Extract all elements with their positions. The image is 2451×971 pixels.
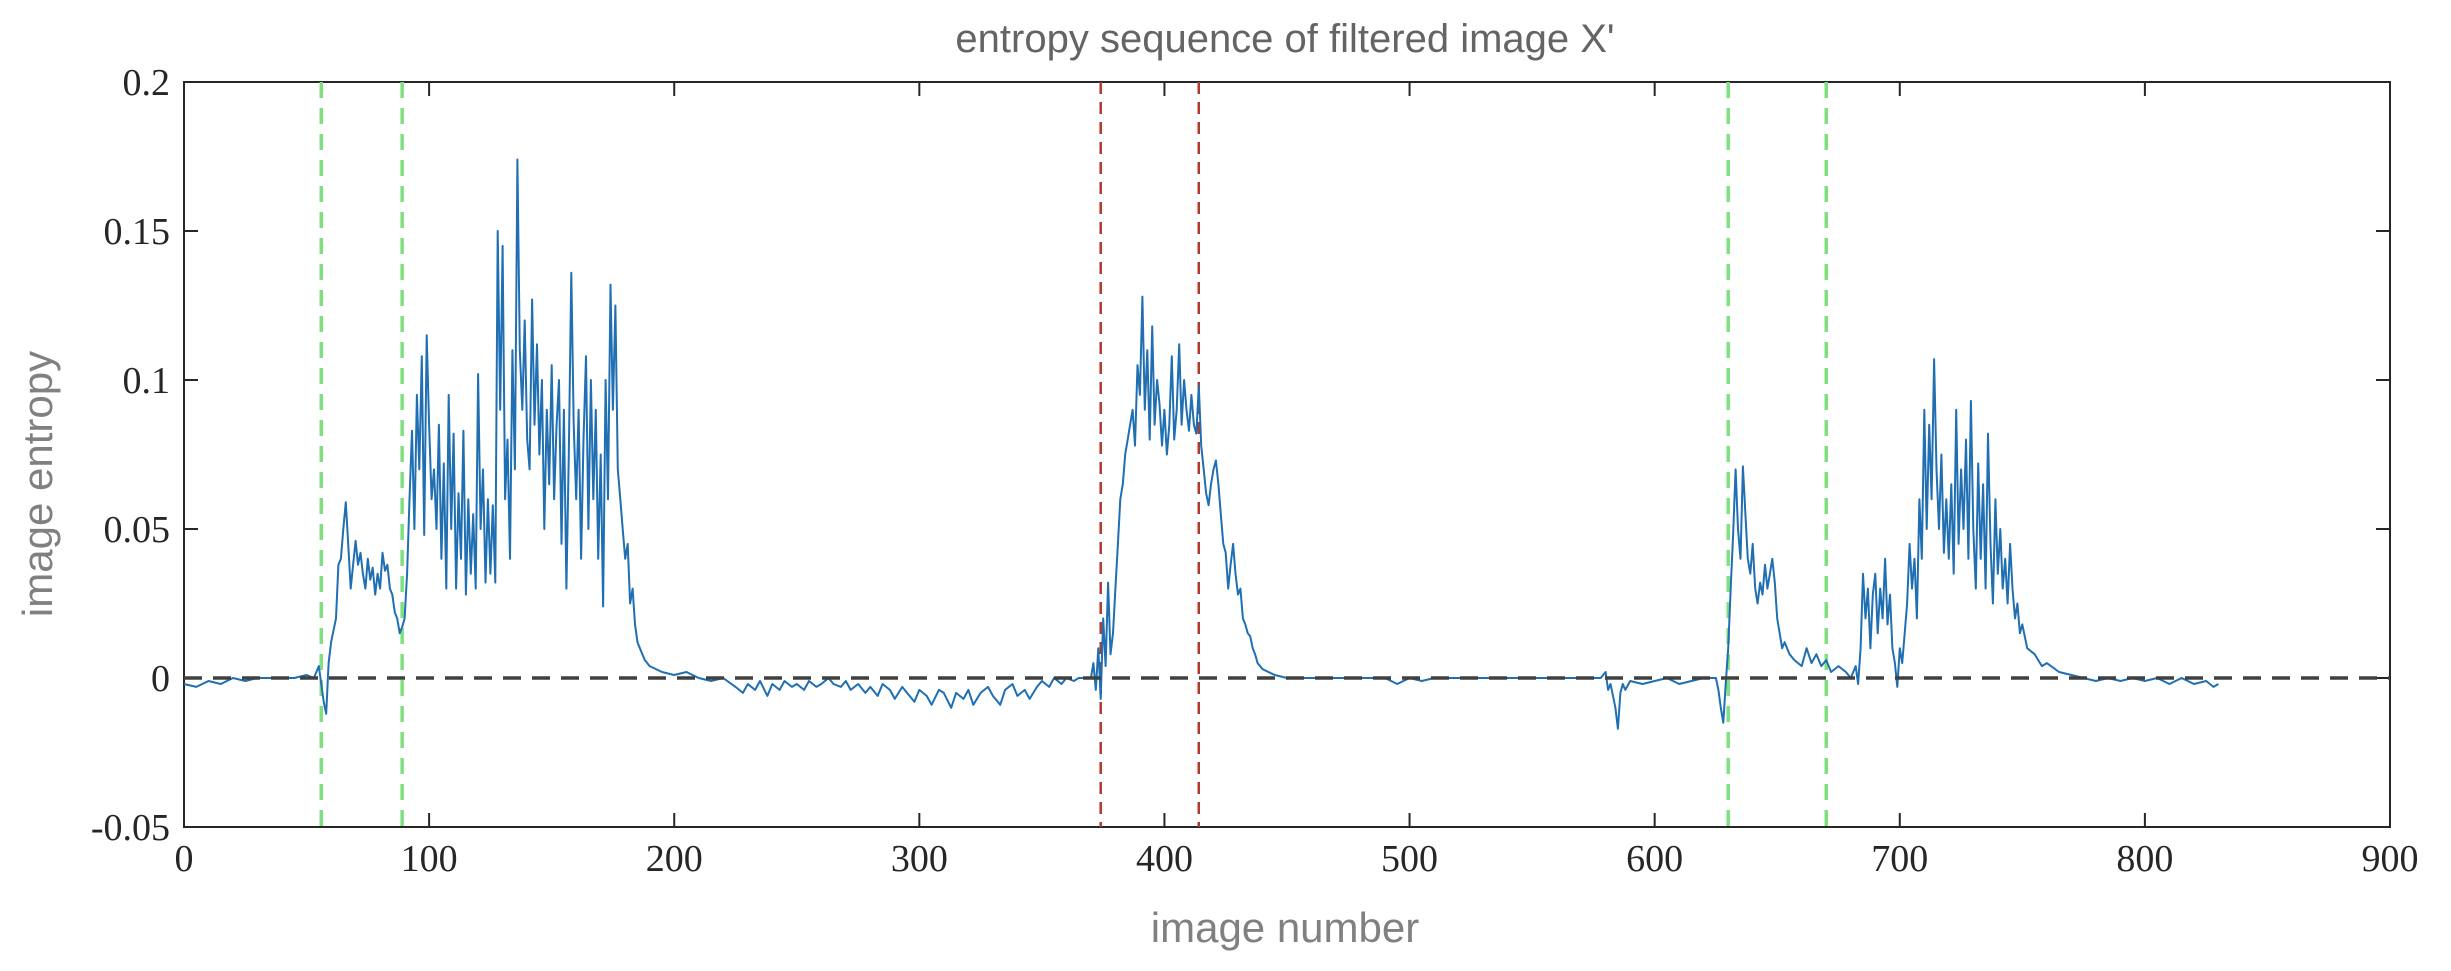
x-tick-label: 200 bbox=[646, 838, 703, 880]
y-axis-label: image entropy bbox=[14, 351, 61, 617]
x-axis-label: image number bbox=[1151, 904, 1419, 951]
x-tick-label: 0 bbox=[175, 838, 194, 880]
y-tick-label: 0.2 bbox=[123, 62, 171, 104]
plot-area: 0 100 200 300 400 500 600 700 800 900-0.0500.050.… bbox=[91, 62, 2419, 880]
y-tick-label: 0.1 bbox=[123, 360, 171, 402]
axes-frame bbox=[183, 81, 2391, 828]
x-tick-label: 900 bbox=[2362, 838, 2419, 880]
x-tick-label: 600 bbox=[1626, 838, 1683, 880]
x-tick-label: 400 bbox=[1136, 838, 1193, 880]
y-tick-label: 0 bbox=[151, 658, 170, 700]
y-tick-label: -0.05 bbox=[91, 807, 170, 849]
x-tick-label: 700 bbox=[1871, 838, 1928, 880]
x-tick-label: 100 bbox=[401, 838, 458, 880]
series-line bbox=[183, 158, 2219, 730]
x-tick-label: 300 bbox=[891, 838, 948, 880]
y-tick-label: 0.05 bbox=[104, 509, 171, 551]
y-tick-label: 0.15 bbox=[104, 211, 171, 253]
x-tick-label: 500 bbox=[1381, 838, 1438, 880]
x-tick-label: 800 bbox=[2116, 838, 2173, 880]
chart-title: entropy sequence of filtered image X' bbox=[955, 17, 1614, 61]
